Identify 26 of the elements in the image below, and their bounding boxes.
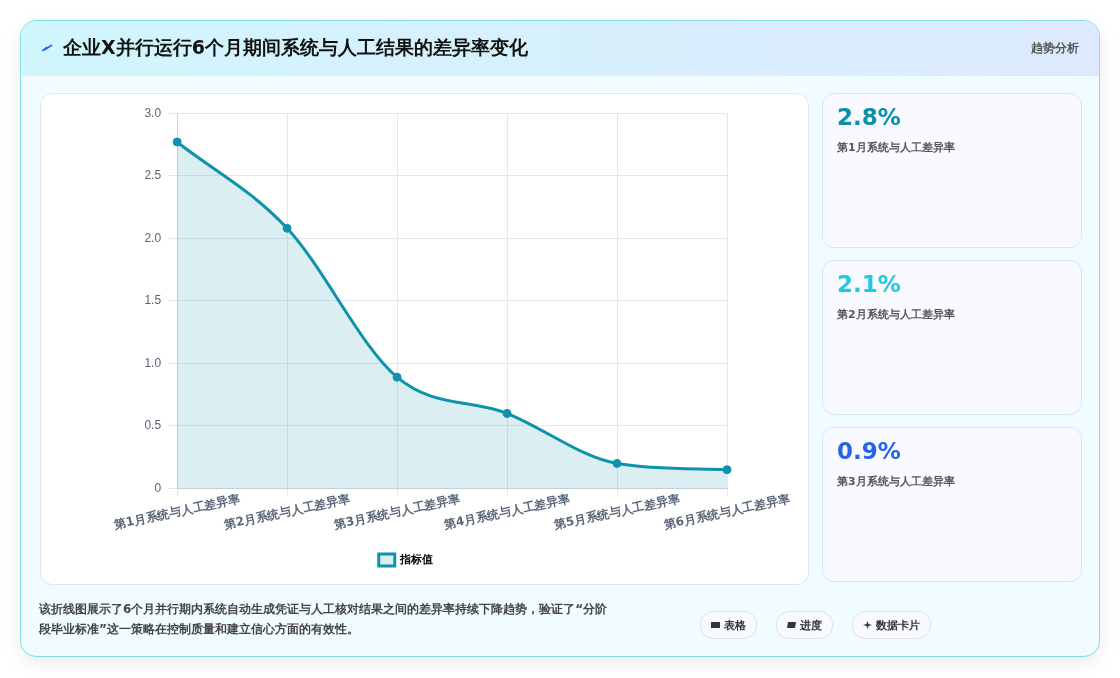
text: 数据卡片 <box>876 617 920 633</box>
y-tick-label: 1.0 <box>144 355 162 370</box>
point <box>392 372 402 382</box>
point <box>502 408 512 418</box>
text: 进度 <box>800 617 822 633</box>
point <box>282 223 292 233</box>
point <box>612 458 622 468</box>
y-tick-label: 2.5 <box>144 168 162 183</box>
y-tick-label: 1.5 <box>144 293 162 308</box>
text: 0.9% <box>837 438 901 464</box>
chart-title: 企业X并行运行6个月期间系统与人工结果的差异率变化 <box>63 35 528 60</box>
text: 趋势分析 <box>1031 40 1079 57</box>
text: 该折线图展示了6个月并行期内系统自动生成凭证与人工核对结果之间的差异率持续下降趋势，验证了“分阶段毕业标准”这一策略在控制质量和建立信心方面的有效性。 <box>39 601 609 638</box>
y-tick-label: 3.0 <box>144 105 162 120</box>
text: 表格 <box>724 617 746 633</box>
text: 第3月系统与人工差异率 <box>837 474 955 489</box>
y-tick-label: 2.0 <box>144 230 162 245</box>
text: 2.1% <box>837 271 901 297</box>
text: 2.8% <box>837 104 901 130</box>
text: 第1月系统与人工差异率 <box>837 140 955 155</box>
y-tick-label: 0 <box>154 480 162 495</box>
text: 第2月系统与人工差异率 <box>837 307 955 322</box>
point <box>722 465 732 475</box>
legend-label: 指标值 <box>399 552 434 566</box>
y-tick-label: 0.5 <box>144 418 162 433</box>
point <box>172 137 182 147</box>
